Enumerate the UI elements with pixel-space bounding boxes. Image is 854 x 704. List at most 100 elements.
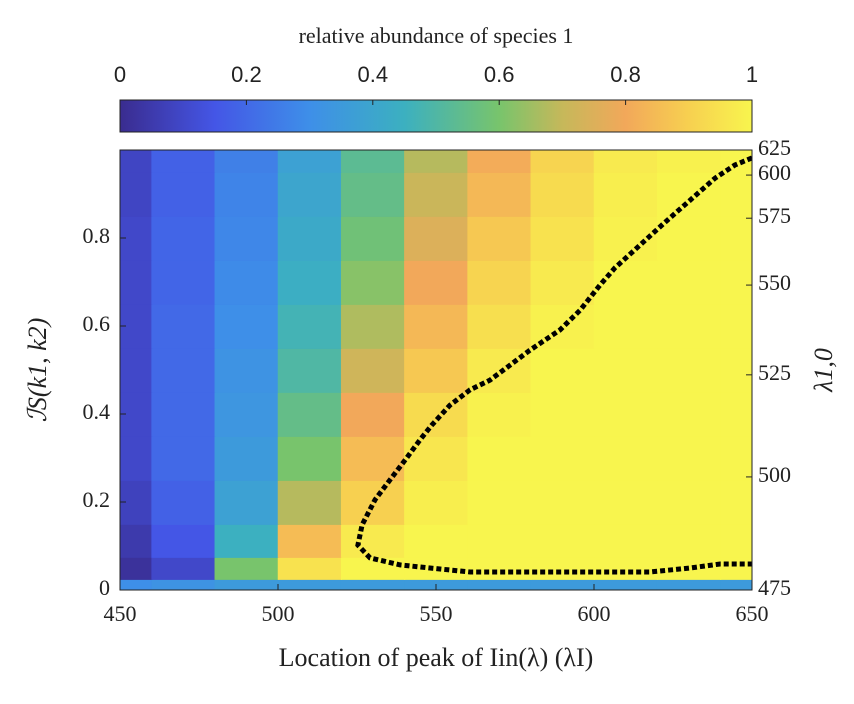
heatmap-cell — [656, 259, 722, 305]
heatmap-cell — [214, 150, 279, 173]
y2-tick-label: 550 — [758, 270, 791, 295]
heatmap-cell — [151, 523, 216, 558]
colorbar-tick-label: 0.8 — [610, 62, 641, 87]
heatmap-cell — [467, 171, 532, 217]
colorbar-tick-label: 0.4 — [358, 62, 389, 87]
heatmap-cell — [656, 479, 722, 525]
heatmap-cell — [530, 171, 595, 217]
heatmap-cell — [340, 171, 406, 217]
x-tick-label: 550 — [420, 601, 453, 626]
heatmap-cell — [720, 556, 752, 580]
y-tick-label: 0.4 — [83, 399, 111, 424]
heatmap-cell — [214, 259, 279, 305]
heatmap-cell — [340, 259, 406, 305]
heatmap-cell — [151, 259, 216, 305]
heatmap-cell — [214, 215, 279, 261]
heatmap-cell — [340, 303, 406, 349]
heatmap-cell — [404, 479, 469, 525]
y2-tick-label: 600 — [758, 160, 791, 185]
heatmap — [120, 150, 752, 590]
heatmap-cell — [214, 556, 279, 580]
heatmap-cell — [151, 578, 216, 590]
heatmap-cell — [593, 479, 659, 525]
heatmap-cell — [720, 435, 752, 481]
heatmap-cell — [214, 171, 279, 217]
y2-tick-label: 575 — [758, 203, 791, 228]
y2-tick-label: 475 — [758, 575, 791, 600]
heatmap-cell — [214, 303, 279, 349]
heatmap-cell — [467, 578, 532, 590]
heatmap-cell — [340, 150, 406, 173]
heatmap-cell — [530, 259, 595, 305]
heatmap-cell — [467, 150, 532, 173]
heatmap-cell — [467, 215, 532, 261]
y-tick-label: 0.6 — [83, 311, 111, 336]
heatmap-cell — [151, 215, 216, 261]
x-tick-label: 450 — [104, 601, 137, 626]
heatmap-cell — [404, 347, 469, 393]
heatmap-cell — [151, 435, 216, 481]
heatmap-cell — [277, 479, 343, 525]
heatmap-cell — [120, 347, 153, 393]
heatmap-cell — [656, 303, 722, 349]
heatmap-cell — [720, 259, 752, 305]
heatmap-cell — [720, 303, 752, 349]
heatmap-cell — [277, 150, 343, 173]
colorbar-title: relative abundance of species 1 — [299, 23, 574, 48]
x-tick-label: 650 — [736, 601, 769, 626]
heatmap-cell — [467, 523, 532, 558]
heatmap-cell — [340, 215, 406, 261]
colorbar-tick-label: 0.2 — [231, 62, 262, 87]
colorbar-tick-label: 0.6 — [484, 62, 515, 87]
heatmap-cell — [530, 523, 595, 558]
heatmap-cell — [656, 523, 722, 558]
heatmap-cell — [720, 479, 752, 525]
heatmap-cell — [593, 391, 659, 437]
heatmap-cell — [404, 215, 469, 261]
heatmap-cell — [214, 391, 279, 437]
heatmap-cell — [151, 347, 216, 393]
heatmap-cell — [593, 578, 659, 590]
y-tick-label: 0.8 — [83, 223, 111, 248]
y2-axis-label: λ1,0 — [809, 348, 838, 393]
heatmap-cell — [530, 150, 595, 173]
heatmap-cell — [720, 578, 752, 590]
heatmap-cell — [593, 556, 659, 580]
x-tick-label: 600 — [578, 601, 611, 626]
heatmap-cell — [720, 523, 752, 558]
heatmap-cell — [530, 435, 595, 481]
heatmap-cell — [720, 347, 752, 393]
heatmap-cell — [467, 556, 532, 580]
heatmap-cell — [340, 391, 406, 437]
colorbar — [119, 99, 753, 133]
heatmap-cell — [593, 347, 659, 393]
heatmap-cell — [151, 556, 216, 580]
heatmap-cell — [151, 479, 216, 525]
heatmap-cell — [214, 578, 279, 590]
colorbar-tick-label: 1 — [746, 62, 758, 87]
heatmap-cell — [530, 479, 595, 525]
heatmap-cell — [151, 391, 216, 437]
heatmap-cell — [277, 578, 343, 590]
heatmap-cell — [120, 259, 153, 305]
heatmap-cell — [151, 171, 216, 217]
heatmap-cell — [593, 171, 659, 217]
heatmap-cell — [151, 303, 216, 349]
heatmap-cell — [530, 556, 595, 580]
heatmap-cell — [340, 523, 406, 558]
heatmap-cell — [720, 171, 752, 217]
heatmap-cell — [656, 578, 722, 590]
y2-tick-label: 625 — [758, 135, 791, 160]
heatmap-cell — [593, 150, 659, 173]
heatmap-cell — [530, 391, 595, 437]
heatmap-cell — [277, 523, 343, 558]
x-tick-label: 500 — [262, 601, 295, 626]
y2-tick-label: 500 — [758, 462, 791, 487]
heatmap-cell — [277, 259, 343, 305]
heatmap-cell — [404, 259, 469, 305]
heatmap-cell — [404, 171, 469, 217]
heatmap-cell — [530, 578, 595, 590]
heatmap-cell — [720, 215, 752, 261]
y-tick-label: 0 — [99, 575, 110, 600]
heatmap-cell — [404, 391, 469, 437]
